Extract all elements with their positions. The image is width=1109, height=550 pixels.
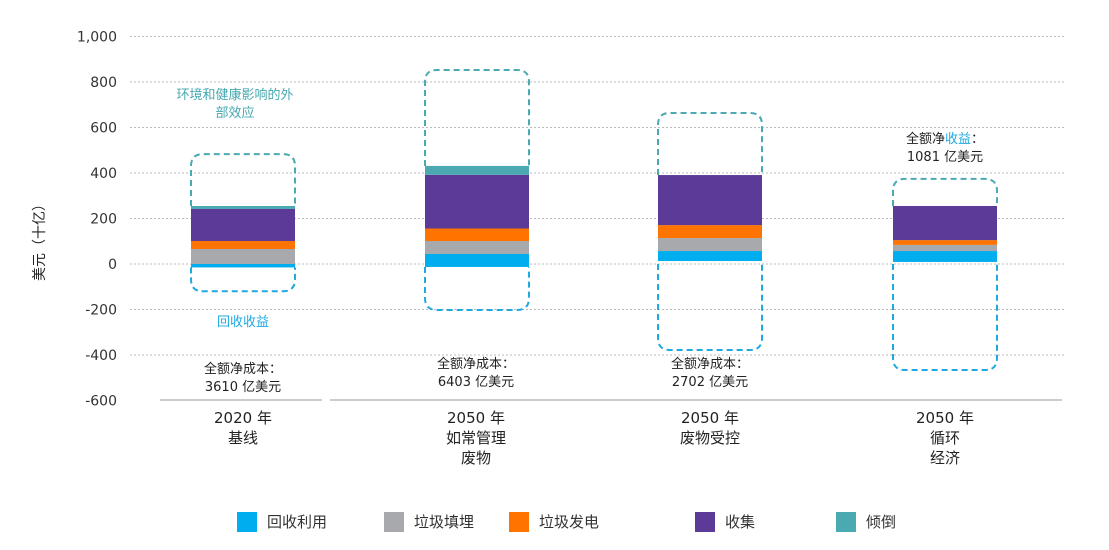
legend-recycling: 回收利用 [237,511,327,532]
net-benefit-suffix: ： [971,132,985,147]
net-benefit-value: 1081 亿美元 [906,150,984,165]
externality-annotation: 环境和健康影响的外 部效应 [160,87,310,123]
net-cost-value: 6403 亿美元 [437,375,515,390]
category-label-2050-controlled: 2050 年 废物受控 [630,408,790,448]
category-label-2020: 2020 年 基线 [163,408,323,448]
bar-segment [191,241,295,249]
y-tick-label: -400 [85,348,117,364]
externality-box [424,68,530,166]
benefit-box [424,266,530,311]
bar-segment [425,253,529,267]
bar-segment [893,240,997,245]
bar-segment [425,228,529,242]
legend-waste-to-energy: 垃圾发电 [509,511,599,532]
bar-segment [425,241,529,254]
legend-collection: 收集 [695,511,755,532]
bar-segment [658,251,762,262]
bar-segment [893,205,997,241]
net-benefit-label: 全额净收益： [875,131,1015,149]
bar-segment [191,264,295,268]
category-line: 2050 年 [916,409,974,427]
benefit-box [657,264,763,351]
y-tick-label: -600 [85,394,117,410]
externality-box [657,111,763,176]
legend-label: 倾倒 [866,513,897,531]
bar-segment [425,165,529,175]
category-line: 基线 [227,429,258,447]
bar-segment [658,238,762,252]
legend-dumping: 倾倒 [836,511,896,532]
net-benefit-prefix: 全额净 [905,132,945,147]
legend-label: 收集 [725,513,756,531]
bar-segment [191,205,295,209]
legend-swatch [695,511,715,532]
benefit-annotation: 回收收益 [216,315,269,330]
externality-line2: 部效应 [215,106,255,121]
net-cost-value: 3610 亿美元 [204,380,282,395]
bar-segment [658,225,762,239]
bar-segment [191,248,295,264]
category-line: 2020 年 [214,409,272,427]
net-benefit-highlight: 收益 [944,132,971,147]
y-tick-label: -200 [85,303,117,319]
externality-line1: 环境和健康影响的外 [176,88,294,103]
y-tick-label: 1,000 [77,30,117,46]
net-cost-label: 全额净成本： [436,357,515,372]
net-cost-label: 全额净成本： [670,357,749,372]
legend-swatch [836,511,856,532]
bar-segment [893,244,997,252]
net-benefit-2050-circular: 全额净收益： 1081 亿美元 [875,131,1015,167]
bar-segment [658,175,762,226]
legend-label: 垃圾填埋 [414,513,475,531]
bar-segment [191,208,295,242]
legend-landfill: 垃圾填埋 [384,511,474,532]
bar-segment [893,251,997,262]
category-line: 废物 [460,449,491,467]
net-cost-2050-bau: 全额净成本： 6403 亿美元 [406,356,546,392]
benefit-box [892,264,998,372]
externality-box [892,177,998,206]
y-tick-label: 800 [90,75,117,91]
legend-label: 垃圾发电 [539,513,600,531]
category-line: 2050 年 [681,409,739,427]
legend-swatch [384,511,404,532]
legend-swatch [509,511,529,532]
externality-box [190,153,296,206]
net-cost-2020: 全额净成本： 3610 亿美元 [173,361,313,397]
category-line: 如常管理 [445,429,506,447]
benefit-box [190,267,296,293]
net-cost-label: 全额净成本： [203,362,282,377]
y-tick-label: 400 [90,166,117,182]
category-line: 废物受控 [679,429,740,447]
category-line: 经济 [929,449,960,467]
category-line: 循环 [929,429,960,447]
net-cost-value: 2702 亿美元 [671,375,749,390]
y-tick-label: 0 [108,257,117,273]
y-axis-label: 美元（十亿） [32,197,48,281]
category-line: 2050 年 [447,409,505,427]
y-tick-label: 600 [90,121,117,137]
net-cost-2050-controlled: 全额净成本： 2702 亿美元 [640,356,780,392]
legend-label: 回收利用 [267,513,328,531]
category-label-2050-bau: 2050 年 如常管理 废物 [396,408,556,468]
y-tick-label: 200 [90,212,117,228]
legend-swatch [237,511,257,532]
category-label-2050-circular: 2050 年 循环 经济 [865,408,1025,468]
bar-segment [425,174,529,229]
